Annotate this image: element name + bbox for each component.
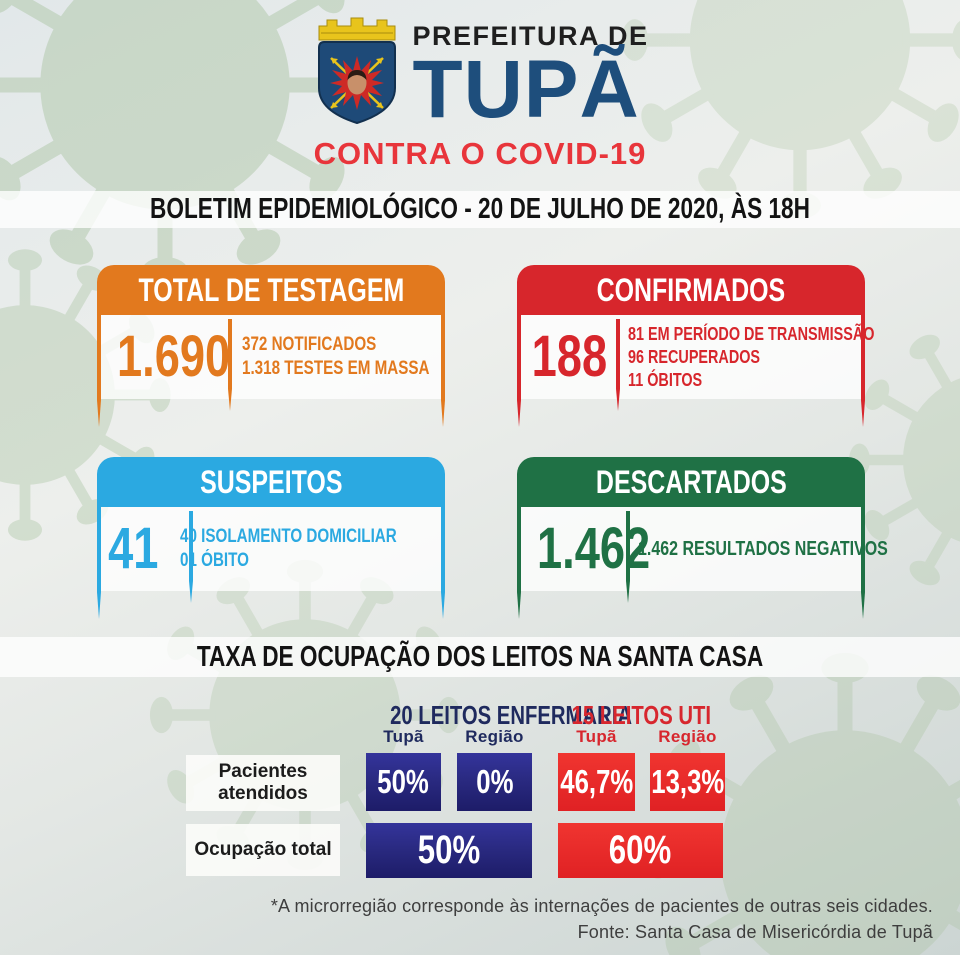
bulletin-title-bar: BOLETIM EPIDEMIOLÓGICO - 20 DE JULHO DE … [0, 191, 960, 228]
card-title: TOTAL DE TESTAGEM [138, 271, 404, 308]
row-label-pacientes-atendidos: Pacientes atendidos [186, 755, 340, 811]
card-body [521, 507, 861, 591]
cell-uti-ocupacao-total: 60% [558, 823, 723, 878]
campaign-slogan: CONTRA O COVID-19 [313, 136, 647, 172]
card-confirmados: CONFIRMADOS 188 81 EM PERÍODO DE TRANSMI… [517, 265, 874, 430]
card-descartados: DESCARTADOS 1.462 1.462 RESULTADOS NEGAT… [517, 457, 888, 622]
cell-uti-tupa-atendidos: 46,7% [558, 753, 635, 811]
cell-enfermaria-tupa-atendidos: 50% [366, 753, 441, 811]
card-header: TOTAL DE TESTAGEM [97, 265, 445, 315]
column-label-regiao-uti: Região [658, 727, 717, 746]
card-title: DESCARTADOS [595, 463, 787, 500]
occupancy-title-bar: TAXA DE OCUPAÇÃO DOS LEITOS NA SANTA CAS… [0, 637, 960, 677]
footnote-source: Fonte: Santa Casa de Misericórdia de Tup… [577, 922, 933, 942]
city-name: TUPÃ [412, 44, 640, 135]
masthead: PREFEITURA DE TUPÃ CONTRA O COVID-19 [0, 12, 960, 172]
card-details: 372 NOTIFICADOS 1.318 TESTES EM MASSA [242, 334, 430, 379]
card-total-testagem: TOTAL DE TESTAGEM 1.690 372 NOTIFICADOS … [97, 265, 445, 430]
card-value: 188 [531, 324, 608, 389]
tupa-coat-of-arms-icon [318, 17, 397, 125]
occupancy-title: TAXA DE OCUPAÇÃO DOS LEITOS NA SANTA CAS… [196, 640, 764, 673]
column-label-regiao-enfermaria: Região [465, 727, 524, 746]
card-details: 1.462 RESULTADOS NEGATIVOS [638, 538, 888, 560]
card-details: 81 EM PERÍODO DE TRANSMISSÃO 96 RECUPERA… [628, 323, 875, 390]
card-body [101, 315, 441, 399]
card-header: CONFIRMADOS [517, 265, 865, 315]
card-title: SUSPEITOS [199, 463, 343, 500]
card-value: 1.462 [536, 516, 651, 581]
row-label-ocupacao-total: Ocupação total [186, 824, 340, 876]
column-label-tupa-enfermaria: Tupã [383, 727, 424, 746]
cell-enfermaria-regiao-atendidos: 0% [457, 753, 532, 811]
org-name: PREFEITURA DE [412, 21, 649, 51]
group-label-enfermaria: 20 LEITOS ENFERMARIA [390, 700, 633, 730]
footnote-microrregiao: *A microrregião corresponde às internaçõ… [270, 896, 933, 916]
card-value: 1.690 [116, 324, 231, 389]
card-value: 41 [108, 516, 159, 581]
bulletin-title: BOLETIM EPIDEMIOLÓGICO - 20 DE JULHO DE … [150, 193, 810, 225]
card-suspeitos: SUSPEITOS 41 40 ISOLAMENTO DOMICILIAR 01… [97, 457, 445, 622]
cell-uti-regiao-atendidos: 13,3% [650, 753, 725, 811]
group-label-uti: 15 LEITOS UTI [571, 700, 712, 730]
card-header: DESCARTADOS [517, 457, 865, 507]
card-header: SUSPEITOS [97, 457, 445, 507]
card-details: 40 ISOLAMENTO DOMICILIAR 01 ÓBITO [179, 526, 397, 571]
card-body [521, 315, 861, 399]
column-label-tupa-uti: Tupã [576, 727, 617, 746]
cell-enfermaria-ocupacao-total: 50% [366, 823, 532, 878]
card-body [101, 507, 441, 591]
card-title: CONFIRMADOS [596, 271, 786, 308]
